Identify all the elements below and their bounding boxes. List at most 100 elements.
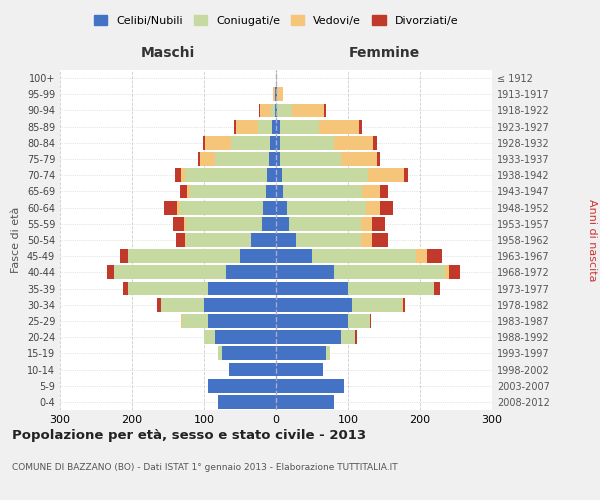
Bar: [326, 346, 330, 360]
Bar: [416, 250, 427, 263]
Bar: [268, 168, 276, 182]
Bar: [198, 152, 200, 166]
Bar: [341, 330, 355, 344]
Bar: [128, 250, 240, 263]
Bar: [204, 330, 215, 344]
Bar: [277, 88, 283, 101]
Bar: [266, 184, 276, 198]
Bar: [319, 120, 359, 134]
Bar: [181, 168, 185, 182]
Bar: [205, 136, 230, 149]
Bar: [334, 266, 445, 280]
Bar: [403, 298, 405, 312]
Bar: [276, 200, 287, 214]
Bar: [122, 282, 128, 296]
Bar: [276, 330, 341, 344]
Bar: [276, 379, 344, 392]
Bar: [312, 250, 416, 263]
Bar: [362, 184, 380, 198]
Bar: [218, 395, 276, 409]
Bar: [276, 298, 352, 312]
Bar: [449, 266, 460, 280]
Bar: [276, 120, 280, 134]
Text: Maschi: Maschi: [141, 46, 195, 60]
Bar: [324, 104, 326, 118]
Bar: [280, 152, 341, 166]
Bar: [276, 136, 280, 149]
Bar: [262, 217, 276, 230]
Bar: [276, 250, 312, 263]
Bar: [176, 200, 180, 214]
Bar: [373, 136, 377, 149]
Bar: [292, 104, 324, 118]
Bar: [185, 233, 186, 247]
Bar: [352, 298, 402, 312]
Bar: [275, 104, 276, 118]
Bar: [208, 314, 276, 328]
Bar: [187, 184, 190, 198]
Bar: [287, 200, 366, 214]
Bar: [184, 217, 186, 230]
Bar: [176, 233, 185, 247]
Bar: [280, 136, 334, 149]
Bar: [348, 282, 434, 296]
Bar: [182, 314, 208, 328]
Bar: [190, 184, 266, 198]
Bar: [380, 184, 388, 198]
Bar: [272, 120, 276, 134]
Bar: [377, 152, 380, 166]
Bar: [259, 104, 260, 118]
Bar: [179, 184, 187, 198]
Bar: [222, 346, 276, 360]
Bar: [276, 395, 334, 409]
Bar: [380, 200, 394, 214]
Bar: [276, 282, 348, 296]
Bar: [203, 136, 205, 149]
Bar: [240, 250, 276, 263]
Bar: [273, 88, 275, 101]
Legend: Celibi/Nubili, Coniugati/e, Vedovi/e, Divorziati/e: Celibi/Nubili, Coniugati/e, Vedovi/e, Di…: [89, 10, 463, 30]
Bar: [107, 266, 114, 280]
Bar: [260, 104, 271, 118]
Bar: [234, 120, 236, 134]
Bar: [276, 168, 282, 182]
Bar: [114, 266, 226, 280]
Bar: [277, 104, 292, 118]
Bar: [276, 266, 334, 280]
Bar: [258, 120, 272, 134]
Bar: [180, 200, 263, 214]
Bar: [263, 200, 276, 214]
Bar: [275, 88, 276, 101]
Bar: [434, 282, 440, 296]
Bar: [276, 88, 277, 101]
Text: Popolazione per età, sesso e stato civile - 2013: Popolazione per età, sesso e stato civil…: [12, 430, 366, 442]
Bar: [271, 104, 275, 118]
Bar: [218, 346, 222, 360]
Bar: [200, 152, 215, 166]
Text: COMUNE DI BAZZANO (BO) - Dati ISTAT 1° gennaio 2013 - Elaborazione TUTTITALIA.IT: COMUNE DI BAZZANO (BO) - Dati ISTAT 1° g…: [12, 464, 398, 472]
Bar: [355, 330, 356, 344]
Bar: [276, 104, 277, 118]
Bar: [276, 233, 296, 247]
Bar: [186, 217, 262, 230]
Bar: [276, 314, 348, 328]
Bar: [368, 168, 404, 182]
Bar: [366, 200, 380, 214]
Bar: [276, 346, 326, 360]
Bar: [226, 266, 276, 280]
Bar: [404, 168, 408, 182]
Bar: [120, 250, 128, 263]
Bar: [229, 362, 276, 376]
Bar: [128, 282, 208, 296]
Bar: [175, 168, 181, 182]
Bar: [164, 200, 176, 214]
Bar: [251, 233, 276, 247]
Bar: [372, 217, 385, 230]
Bar: [334, 136, 373, 149]
Bar: [427, 250, 442, 263]
Bar: [348, 314, 370, 328]
Bar: [186, 233, 251, 247]
Bar: [276, 362, 323, 376]
Bar: [276, 152, 280, 166]
Bar: [208, 282, 276, 296]
